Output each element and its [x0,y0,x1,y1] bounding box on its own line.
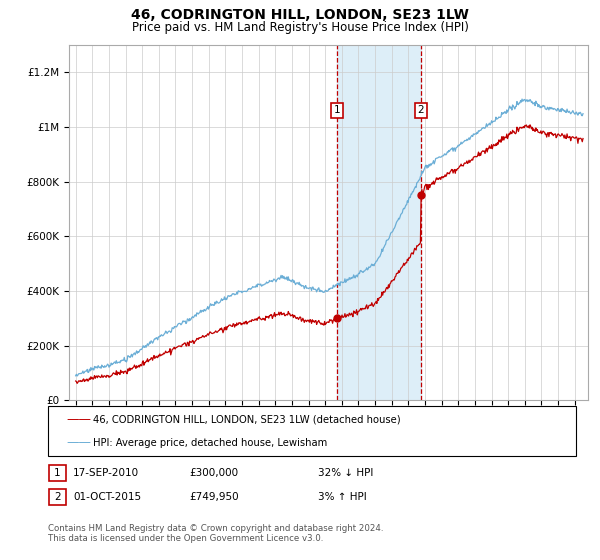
Text: 46, CODRINGTON HILL, LONDON, SE23 1LW (detached house): 46, CODRINGTON HILL, LONDON, SE23 1LW (d… [93,414,401,424]
Text: Price paid vs. HM Land Registry's House Price Index (HPI): Price paid vs. HM Land Registry's House … [131,21,469,34]
Text: Contains HM Land Registry data © Crown copyright and database right 2024.
This d: Contains HM Land Registry data © Crown c… [48,524,383,543]
Text: 3% ↑ HPI: 3% ↑ HPI [318,492,367,502]
Text: ——: —— [66,436,91,449]
Legend: 46, CODRINGTON HILL, LONDON, SE23 1LW (detached house), HPI: Average price, deta: 46, CODRINGTON HILL, LONDON, SE23 1LW (d… [53,410,397,444]
Text: £300,000: £300,000 [189,468,238,478]
Text: 01-OCT-2015: 01-OCT-2015 [73,492,142,502]
Text: ——: —— [66,413,91,426]
Text: 1: 1 [334,105,340,115]
Text: 2: 2 [54,492,61,502]
Text: 32% ↓ HPI: 32% ↓ HPI [318,468,373,478]
Text: HPI: Average price, detached house, Lewisham: HPI: Average price, detached house, Lewi… [93,438,327,448]
Text: 1: 1 [54,468,61,478]
Text: 2: 2 [418,105,424,115]
Text: 46, CODRINGTON HILL, LONDON, SE23 1LW: 46, CODRINGTON HILL, LONDON, SE23 1LW [131,8,469,22]
Text: £749,950: £749,950 [189,492,239,502]
Bar [337,45,421,400]
Text: 17-SEP-2010: 17-SEP-2010 [73,468,139,478]
